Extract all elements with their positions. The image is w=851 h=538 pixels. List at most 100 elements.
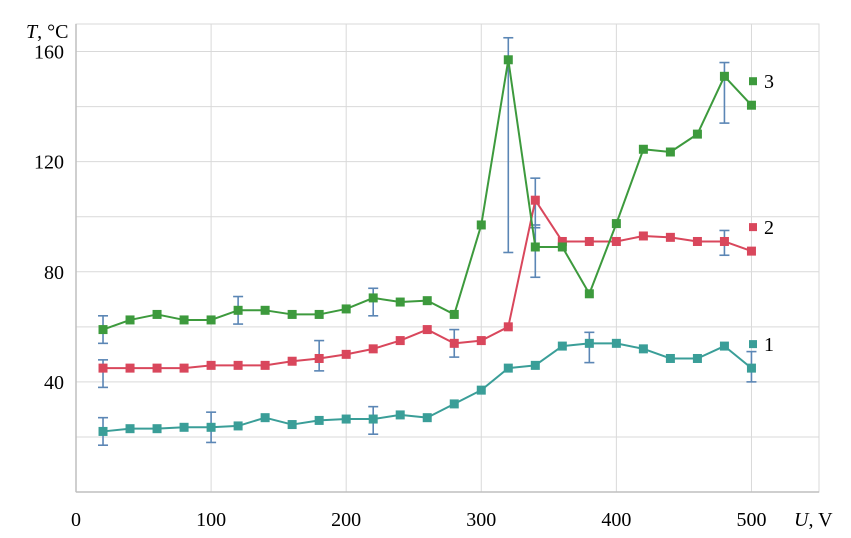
data-point <box>287 420 297 430</box>
data-point <box>98 426 108 436</box>
data-point <box>125 424 135 434</box>
y-axis-unit: , °C <box>37 21 68 43</box>
legend-label: 2 <box>764 217 774 239</box>
data-point <box>719 71 729 81</box>
data-point <box>503 363 513 373</box>
data-point <box>98 325 108 335</box>
data-point <box>584 289 594 299</box>
data-point <box>530 242 540 252</box>
error-bars <box>98 36 757 447</box>
data-point <box>584 338 594 348</box>
data-point <box>287 356 297 366</box>
legend-label: 3 <box>764 71 774 93</box>
data-point <box>341 304 351 314</box>
data-point <box>557 242 567 252</box>
data-point <box>98 363 108 373</box>
data-point <box>719 341 729 351</box>
data-point <box>341 349 351 359</box>
x-tick-label: 0 <box>71 509 81 531</box>
data-point <box>395 336 405 346</box>
data-point <box>476 336 486 346</box>
series-markers <box>98 55 756 436</box>
y-tick-label: 40 <box>44 372 64 394</box>
legend-marker <box>749 77 757 86</box>
data-point <box>449 309 459 319</box>
tick-labels: 0 100 200 300 400 500 40 80 120 160 <box>34 42 766 531</box>
data-point <box>746 246 756 256</box>
series-line-3 <box>102 58 753 331</box>
data-point <box>287 309 297 319</box>
data-point <box>233 421 243 431</box>
data-point <box>233 305 243 315</box>
axes <box>75 24 819 493</box>
data-point <box>179 315 189 325</box>
x-axis-label: U, V <box>794 509 833 531</box>
data-point <box>638 231 648 241</box>
x-axis-unit: , V <box>808 509 833 531</box>
data-point <box>179 363 189 373</box>
data-point <box>665 353 675 363</box>
legend: 1 2 3 <box>749 71 774 356</box>
data-point <box>692 236 702 246</box>
series-line-2 <box>103 199 752 370</box>
data-point <box>125 315 135 325</box>
data-point <box>449 399 459 409</box>
y-tick-label: 120 <box>34 152 64 174</box>
data-point <box>422 296 432 306</box>
data-point <box>530 195 540 205</box>
data-point <box>611 219 621 229</box>
data-point <box>314 415 324 425</box>
x-tick-label: 500 <box>736 509 766 531</box>
data-point <box>314 353 324 363</box>
x-tick-label: 400 <box>601 509 631 531</box>
legend-marker <box>749 340 757 349</box>
data-point <box>557 341 567 351</box>
y-tick-label: 80 <box>44 262 64 284</box>
data-point <box>233 360 243 370</box>
data-point <box>611 236 621 246</box>
data-point <box>503 322 513 332</box>
grid <box>75 23 820 493</box>
data-point <box>503 55 513 65</box>
data-point <box>611 338 621 348</box>
data-point <box>368 293 378 303</box>
data-point <box>152 309 162 319</box>
data-point <box>476 220 486 230</box>
data-point <box>260 305 270 315</box>
data-point <box>152 363 162 373</box>
data-point <box>422 413 432 423</box>
data-point <box>260 360 270 370</box>
data-point <box>368 344 378 354</box>
data-point <box>665 232 675 242</box>
plot-frame <box>75 23 820 493</box>
data-point <box>530 360 540 370</box>
data-point <box>260 413 270 423</box>
legend-marker <box>749 223 757 232</box>
data-point <box>395 297 405 307</box>
data-point <box>395 410 405 420</box>
data-point <box>638 344 648 354</box>
data-point <box>584 236 594 246</box>
data-point <box>206 422 216 432</box>
series-lines <box>102 58 753 433</box>
data-point <box>692 129 702 139</box>
data-point <box>206 315 216 325</box>
x-tick-label: 100 <box>196 509 226 531</box>
data-point <box>692 353 702 363</box>
data-point <box>314 309 324 319</box>
data-point <box>125 363 135 373</box>
legend-label: 1 <box>764 334 774 356</box>
data-point <box>638 144 648 154</box>
data-point <box>746 363 756 373</box>
x-axis-variable: U <box>794 509 810 531</box>
data-point <box>476 385 486 395</box>
data-point <box>665 147 675 157</box>
data-point <box>179 422 189 432</box>
data-point <box>206 360 216 370</box>
data-point <box>422 325 432 335</box>
x-tick-label: 200 <box>331 509 361 531</box>
x-tick-label: 300 <box>466 509 496 531</box>
data-point <box>449 338 459 348</box>
y-axis-variable: T <box>26 21 39 43</box>
